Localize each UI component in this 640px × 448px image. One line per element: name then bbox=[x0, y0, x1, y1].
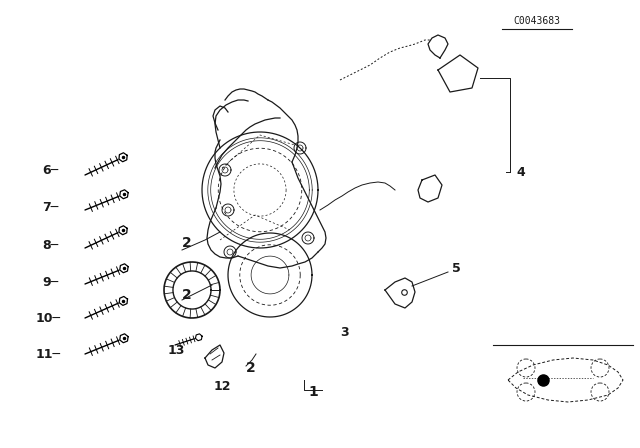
Text: 3: 3 bbox=[340, 326, 349, 339]
Text: 13: 13 bbox=[168, 344, 186, 357]
Text: 10─: 10─ bbox=[36, 311, 61, 324]
Text: 1: 1 bbox=[308, 385, 317, 399]
Text: 6─: 6─ bbox=[42, 164, 58, 177]
Polygon shape bbox=[119, 226, 127, 235]
Polygon shape bbox=[120, 190, 128, 199]
Polygon shape bbox=[195, 334, 202, 340]
Polygon shape bbox=[119, 153, 127, 162]
Text: 5: 5 bbox=[452, 262, 461, 275]
Text: 2: 2 bbox=[182, 236, 192, 250]
Text: 2: 2 bbox=[182, 288, 192, 302]
Text: 8─: 8─ bbox=[42, 238, 58, 251]
Text: 7─: 7─ bbox=[42, 201, 58, 214]
Polygon shape bbox=[119, 297, 127, 306]
Polygon shape bbox=[120, 334, 128, 343]
Text: 2: 2 bbox=[246, 361, 256, 375]
Text: 9─: 9─ bbox=[42, 276, 58, 289]
Text: 11─: 11─ bbox=[36, 348, 61, 361]
Polygon shape bbox=[120, 264, 128, 273]
Text: 4: 4 bbox=[516, 165, 525, 178]
Text: 12: 12 bbox=[214, 379, 232, 392]
Text: C0043683: C0043683 bbox=[513, 16, 561, 26]
